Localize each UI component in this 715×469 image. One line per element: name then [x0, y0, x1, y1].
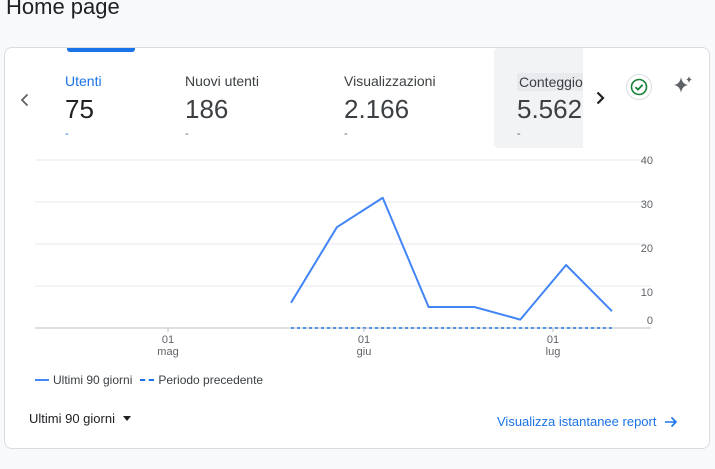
- x-tick-month: mag: [157, 346, 178, 358]
- legend-item-previous[interactable]: Periodo precedente: [140, 373, 263, 387]
- series-line-current: [290, 196, 613, 321]
- tab-label: Visualizzazioni: [344, 73, 436, 89]
- x-tick-day: 01: [358, 334, 370, 346]
- chevron-right-icon: [596, 91, 605, 105]
- chart-legend: Ultimi 90 giorni Periodo precedente: [35, 373, 271, 387]
- y-tick-label: 20: [641, 243, 653, 255]
- y-tick-label: 0: [647, 315, 653, 327]
- tab-delta: -: [185, 128, 189, 140]
- y-tick-label: 10: [641, 287, 653, 299]
- next-metrics-button[interactable]: [588, 86, 612, 110]
- previous-metrics-button[interactable]: [13, 88, 37, 112]
- legend-label: Ultimi 90 giorni: [53, 373, 133, 387]
- legend-swatch-solid: [35, 379, 49, 381]
- tab-delta: -: [65, 128, 69, 140]
- legend-swatch-dashed: [140, 379, 155, 381]
- legend-item-current[interactable]: Ultimi 90 giorni: [35, 373, 132, 387]
- ai-insights-button[interactable]: [670, 73, 696, 99]
- tab-nuovi-utenti[interactable]: Nuovi utenti 186 -: [170, 48, 328, 148]
- y-tick-label: 30: [641, 199, 653, 211]
- tab-value: 75: [65, 94, 94, 124]
- tab-value: 186: [185, 94, 229, 124]
- metric-tabs: Utenti 75 - Nuovi utenti 186 - Visualizz…: [50, 48, 583, 148]
- tab-label: Conteggio: [517, 73, 583, 91]
- tab-utenti[interactable]: Utenti 75 -: [50, 48, 170, 148]
- sparkle-icon: [674, 76, 692, 93]
- tab-value: 5.562: [517, 94, 583, 124]
- page-title: Home page: [6, 0, 120, 19]
- tab-conteggio[interactable]: Conteggio 5.562 -: [494, 48, 583, 148]
- legend-label: Periodo precedente: [158, 373, 264, 387]
- x-tick-month: giu: [357, 346, 372, 358]
- active-tab-indicator: [67, 48, 135, 52]
- caret-down-icon: [122, 416, 131, 421]
- x-tick-day: 01: [547, 334, 559, 346]
- x-tick-day: 01: [162, 334, 174, 346]
- tab-value: 2.166: [344, 94, 410, 124]
- overview-card: Utenti 75 - Nuovi utenti 186 - Visualizz…: [4, 47, 710, 449]
- tab-label: Utenti: [65, 73, 102, 89]
- insights-status-button[interactable]: [626, 74, 652, 100]
- tab-visualizzazioni[interactable]: Visualizzazioni 2.166 -: [329, 48, 494, 148]
- check-circle-icon: [630, 78, 648, 96]
- x-tick-month: lug: [546, 346, 561, 358]
- y-tick-label: 40: [641, 155, 653, 167]
- report-link-label: Visualizza istantanee report: [497, 414, 657, 429]
- tab-delta: -: [344, 128, 348, 140]
- date-range-label: Ultimi 90 giorni: [29, 411, 115, 426]
- tab-label: Nuovi utenti: [185, 73, 259, 89]
- arrow-right-icon: [665, 416, 678, 427]
- chevron-left-icon: [20, 93, 29, 107]
- date-range-dropdown[interactable]: Ultimi 90 giorni: [29, 411, 131, 426]
- view-report-snapshot-link[interactable]: Visualizza istantanee report: [497, 414, 678, 429]
- tab-delta: -: [517, 128, 521, 140]
